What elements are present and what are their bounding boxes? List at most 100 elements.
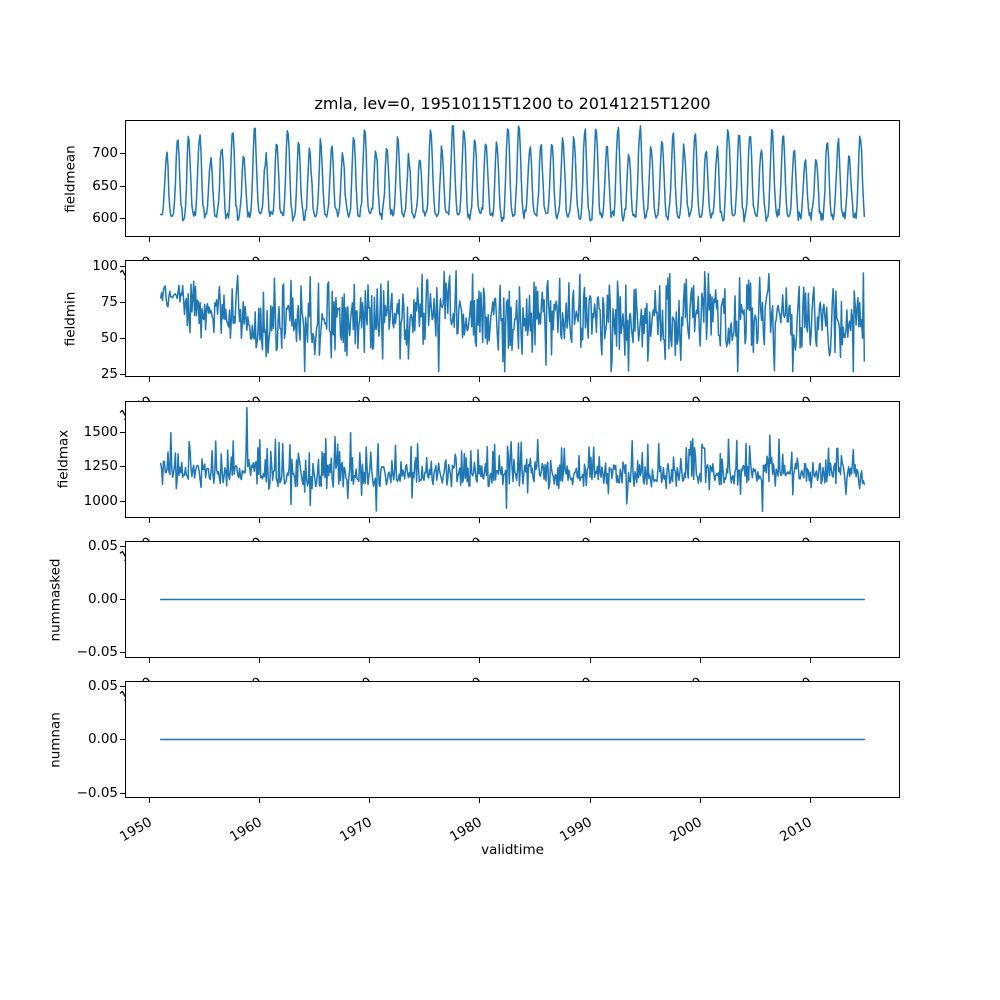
x-tick-mark [149,798,151,804]
axes-box-fieldmax [125,400,900,518]
y-axis-label-fieldmax: fieldmax [55,429,72,489]
x-tick-label: 2010 [777,253,816,285]
x-tick-label: 2000 [667,814,706,846]
y-tick-label: 0.00 [87,591,118,608]
x-tick-label: 1960 [227,674,265,706]
x-tick-label: 1980 [447,253,485,285]
y-tick-mark [120,185,125,187]
y-tick-label: 1500 [83,423,118,440]
y-tick-mark [120,302,125,304]
chart-title: zmla, lev=0, 19510115T1200 to 20141215T1… [314,94,711,113]
x-tick-mark [369,658,371,664]
plot-area-numnan [159,739,866,741]
x-tick-mark [369,798,371,804]
y-tick-label: 1250 [83,458,118,475]
axes-box-fieldmin [125,260,900,378]
x-tick-mark [149,517,151,523]
axes-box-numnan [125,681,900,799]
x-tick-label: 1980 [447,393,485,425]
x-tick-mark [589,658,591,664]
y-tick-label: 50 [100,330,118,347]
axes-box-fieldmean [125,120,900,237]
y-tick-label: −0.05 [76,784,118,801]
x-tick-label: 1970 [337,393,375,425]
x-tick-mark [809,517,811,523]
x-tick-label: 1980 [447,674,485,706]
x-tick-label: 1980 [447,814,485,846]
x-tick-mark [589,377,591,383]
y-tick-mark [120,152,125,154]
y-tick-mark [120,431,125,433]
y-axis-label-fieldmin: fieldmin [62,291,79,347]
x-tick-mark [259,237,261,242]
x-tick-mark [699,517,701,523]
x-tick-label: 1950 [116,253,155,285]
y-tick-mark [120,374,125,376]
x-tick-mark [809,658,811,664]
x-tick-mark [149,658,151,664]
x-tick-label: 1950 [116,533,155,565]
y-tick-mark [120,218,125,220]
x-tick-mark [589,517,591,523]
x-tick-label: 1960 [227,533,265,565]
x-tick-label: 1990 [557,533,596,565]
x-tick-mark [149,377,151,383]
x-tick-mark [699,658,701,664]
x-tick-mark [369,377,371,383]
x-tick-label: 2000 [667,674,706,706]
x-axis-label: validtime [481,842,544,858]
x-tick-label: 1950 [116,814,155,846]
y-tick-mark [120,652,125,654]
y-tick-label: −0.05 [76,644,118,661]
x-tick-label: 1970 [337,533,375,565]
y-axis-label-nummasked: nummasked [47,558,64,642]
x-tick-mark [589,798,591,804]
x-tick-mark [809,798,811,804]
y-tick-label: 600 [92,210,118,227]
x-tick-label: 1970 [337,674,375,706]
x-tick-mark [369,237,371,242]
y-tick-label: 25 [100,366,118,383]
x-tick-label: 2010 [777,533,816,565]
plot-area-fieldmax [159,406,866,512]
data-line-fieldmin [159,270,866,373]
x-tick-mark [809,377,811,383]
x-tick-label: 1950 [116,393,155,425]
x-tick-mark [479,237,481,242]
plot-area-fieldmean [159,125,866,223]
y-tick-mark [120,739,125,741]
x-tick-label: 1990 [557,393,596,425]
x-tick-mark [259,798,261,804]
x-tick-label: 1990 [557,674,596,706]
x-tick-label: 2010 [777,674,816,706]
x-tick-label: 2000 [667,253,706,285]
y-tick-mark [120,338,125,340]
y-tick-label: 1000 [83,492,118,509]
x-tick-mark [479,517,481,523]
y-axis-label-fieldmean: fieldmean [62,144,79,213]
x-tick-label: 2000 [667,393,706,425]
y-tick-label: 75 [100,294,118,311]
x-tick-mark [259,517,261,523]
axes-box-nummasked [125,541,900,659]
x-tick-label: 2000 [667,533,706,565]
y-tick-mark [120,466,125,468]
x-tick-label: 1980 [447,533,485,565]
x-tick-mark [369,517,371,523]
y-tick-mark [120,686,125,688]
x-tick-mark [589,237,591,242]
x-tick-label: 1960 [227,393,265,425]
y-tick-label: 0.05 [87,678,118,695]
y-tick-label: 700 [92,144,118,161]
x-tick-mark [479,377,481,383]
x-tick-mark [479,658,481,664]
y-tick-mark [120,599,125,601]
x-tick-label: 2010 [777,814,816,846]
x-tick-label: 1970 [337,253,375,285]
x-tick-mark [259,377,261,383]
x-tick-label: 1970 [337,814,375,846]
plot-area-nummasked [159,598,866,601]
x-tick-label: 1950 [116,674,155,706]
x-tick-mark [259,658,261,664]
